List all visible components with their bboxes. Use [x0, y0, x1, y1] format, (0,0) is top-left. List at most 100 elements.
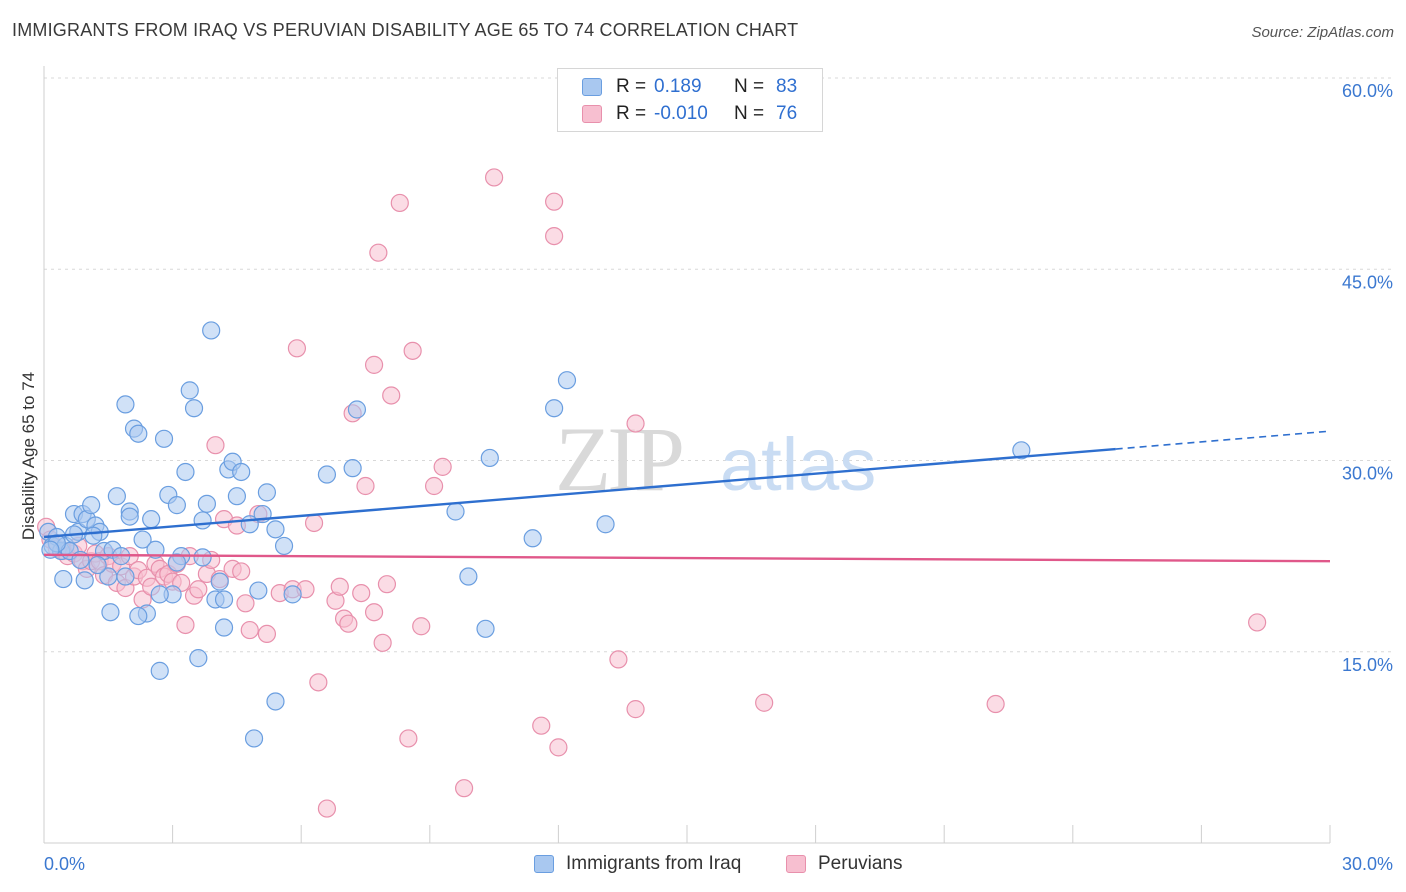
- point-iraq-82: [120, 507, 139, 526]
- point-peruvians-43: [236, 594, 255, 613]
- series-iraq-points: [39, 321, 1031, 748]
- point-iraq-36: [193, 511, 212, 530]
- point-iraq-52: [274, 536, 294, 556]
- point-peruvians-52: [309, 673, 328, 692]
- point-peruvians-73: [545, 227, 564, 246]
- point-iraq-58: [75, 571, 94, 590]
- point-iraq-24: [142, 510, 161, 529]
- y-tick-label-0: 15.0%: [1342, 655, 1393, 675]
- point-iraq-18: [116, 395, 135, 414]
- point-peruvians-64: [390, 193, 409, 213]
- point-iraq-47: [244, 729, 264, 748]
- bottom-legend-swatch-iraq: [534, 855, 554, 873]
- point-peruvians-78: [755, 693, 774, 712]
- point-peruvians-82: [364, 355, 384, 374]
- x-tick-label-0: 0.0%: [44, 854, 85, 874]
- point-peruvians-84: [626, 414, 645, 433]
- point-iraq-81: [84, 526, 103, 545]
- point-peruvians-65: [399, 729, 418, 748]
- point-peruvians-56: [339, 614, 358, 633]
- point-iraq-71: [459, 567, 478, 586]
- point-peruvians-81: [330, 577, 349, 596]
- point-iraq-33: [180, 381, 199, 400]
- point-iraq-16: [107, 487, 126, 506]
- point-peruvians-71: [485, 168, 504, 187]
- point-peruvians-66: [403, 341, 422, 360]
- point-iraq-78: [1012, 441, 1031, 460]
- point-iraq-76: [557, 371, 577, 390]
- legend-swatch-iraq: [582, 78, 602, 96]
- point-peruvians-69: [433, 457, 452, 476]
- point-peruvians-37: [206, 436, 225, 455]
- chart-source: Source: ZipAtlas.com: [1251, 24, 1394, 41]
- point-iraq-60: [101, 603, 120, 622]
- point-iraq-70: [446, 502, 465, 521]
- point-peruvians-59: [356, 476, 375, 496]
- point-peruvians-62: [373, 633, 392, 652]
- point-iraq-64: [167, 553, 186, 572]
- point-peruvians-53: [317, 799, 337, 818]
- legend-row-iraq: R = 0.189 N = 83: [582, 75, 797, 99]
- point-peruvians-58: [352, 583, 371, 603]
- point-peruvians-80: [1248, 613, 1267, 632]
- point-iraq-62: [129, 606, 148, 626]
- point-iraq-72: [476, 619, 495, 638]
- point-peruvians-77: [626, 700, 645, 719]
- point-peruvians-60: [364, 603, 384, 622]
- bottom-legend-peruvians: Peruvians: [786, 851, 903, 877]
- point-iraq-69: [347, 400, 367, 419]
- point-iraq-48: [249, 581, 268, 600]
- point-iraq-56: [54, 569, 73, 589]
- point-iraq-27: [154, 429, 174, 448]
- point-peruvians-70: [454, 779, 474, 798]
- point-iraq-37: [197, 494, 216, 513]
- point-peruvians-75: [545, 192, 564, 211]
- trend-line-iraq: [43, 447, 1116, 539]
- point-peruvians-61: [369, 243, 388, 262]
- point-peruvians-63: [377, 575, 397, 594]
- legend-n-label: N =: [734, 76, 765, 97]
- watermark-zip: ZIP: [555, 408, 682, 510]
- point-peruvians-31: [176, 615, 195, 635]
- point-peruvians-76: [609, 650, 628, 669]
- point-peruvians-46: [257, 624, 277, 644]
- legend-n-value: 76: [776, 103, 798, 124]
- point-iraq-61: [116, 567, 135, 586]
- point-peruvians-49: [287, 339, 307, 358]
- point-iraq-68: [343, 459, 362, 478]
- point-iraq-51: [266, 520, 285, 539]
- point-peruvians-44: [240, 620, 259, 640]
- point-iraq-65: [193, 548, 212, 567]
- legend-n-value: 83: [776, 76, 798, 97]
- point-iraq-10: [82, 496, 101, 515]
- x-tick-label-1: 30.0%: [1342, 854, 1393, 874]
- point-peruvians-74: [549, 738, 568, 757]
- point-iraq-74: [523, 529, 542, 548]
- legend-r-label: R =: [616, 76, 647, 97]
- point-iraq-45: [232, 462, 251, 482]
- y-tick-label-1: 30.0%: [1342, 464, 1393, 484]
- correlation-legend: R = 0.189 N = 83 R = -0.010 N = 76: [557, 68, 823, 132]
- watermark: ZIP atlas: [555, 408, 876, 510]
- point-iraq-34: [184, 399, 204, 418]
- chart-title: IMMIGRANTS FROM IRAQ VS PERUVIAN DISABIL…: [12, 20, 799, 40]
- point-iraq-77: [596, 515, 615, 534]
- point-iraq-22: [133, 530, 152, 549]
- point-iraq-38: [202, 321, 221, 340]
- y-tick-label-2: 45.0%: [1342, 272, 1393, 292]
- point-peruvians-79: [986, 694, 1005, 714]
- bottom-legend-label-peruvians: Peruvians: [818, 853, 903, 874]
- legend-r-label: R =: [616, 103, 647, 124]
- point-peruvians-68: [424, 476, 444, 496]
- axes: [43, 66, 1331, 844]
- point-peruvians-51: [304, 513, 324, 533]
- legend-n-label: N =: [734, 103, 765, 124]
- legend-r-value: -0.010: [654, 103, 708, 124]
- point-iraq-73: [480, 448, 499, 468]
- point-iraq-67: [317, 465, 337, 484]
- bottom-legend-swatch-peruvians: [786, 855, 806, 873]
- legend-swatch-peruvians: [582, 105, 602, 123]
- point-iraq-63: [150, 585, 169, 604]
- point-iraq-44: [227, 487, 246, 506]
- point-peruvians-42: [232, 562, 251, 581]
